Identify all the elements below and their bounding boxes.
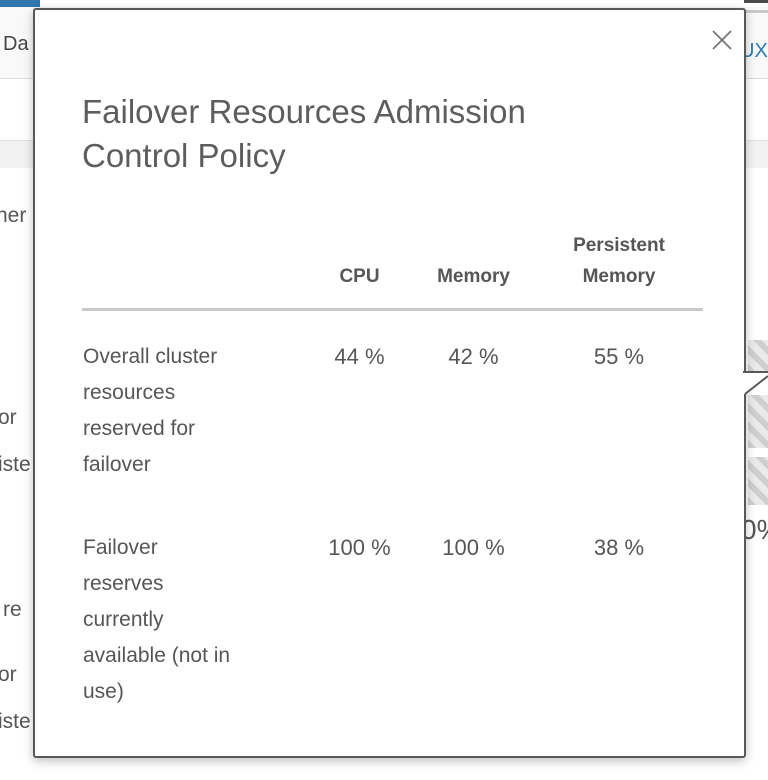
dialog-title: Failover Resources Admission Control Pol… [82, 93, 526, 175]
close-button[interactable] [706, 24, 738, 56]
available-cpu-value: 100 % [328, 535, 391, 560]
table-header-row: CPU Memory Persistent Memory [82, 230, 703, 311]
background-text-fragment: or [0, 663, 17, 686]
column-header-empty [82, 230, 307, 311]
background-top-edge [744, 0, 768, 3]
column-header-persistent-memory: Persistent Memory [535, 230, 703, 311]
table-row: Failover reserves currently available (n… [82, 484, 703, 711]
background-text-fragment: or [0, 406, 17, 429]
background-divider-segment [746, 10, 768, 13]
top-accent-bar [0, 0, 40, 7]
background-hatched-bar [748, 395, 768, 448]
row-label-reserved: Overall cluster resources reserved for f… [83, 345, 218, 476]
reserved-pmem-value: 55 % [593, 344, 645, 369]
background-text-fragment: re [3, 598, 22, 621]
row-label-available: Failover reserves currently available (n… [83, 536, 231, 703]
column-header-memory: Memory [412, 230, 535, 311]
dialog-callout-arrow [743, 371, 768, 395]
column-header-cpu: CPU [307, 230, 412, 311]
failover-resources-table: CPU Memory Persistent Memory Overall clu… [82, 230, 703, 711]
table-row: Overall cluster resources reserved for f… [82, 310, 703, 485]
close-icon [712, 30, 732, 50]
available-pmem-value: 38 % [593, 535, 645, 560]
admission-control-policy-dialog: Failover Resources Admission Control Pol… [33, 8, 746, 758]
background-link-fragment[interactable]: UX [740, 40, 768, 62]
background-text-fragment: ner [0, 204, 27, 227]
background-hatched-bar [748, 340, 768, 372]
reserved-memory-value: 42 % [448, 344, 499, 369]
background-text-fragment: iste [0, 710, 31, 733]
background-tab-label-fragment[interactable]: Da [3, 33, 29, 55]
background-text-fragment: iste [0, 453, 31, 476]
reserved-cpu-value: 44 % [334, 344, 385, 369]
available-memory-value: 100 % [442, 535, 505, 560]
background-hatched-bar [748, 457, 768, 505]
